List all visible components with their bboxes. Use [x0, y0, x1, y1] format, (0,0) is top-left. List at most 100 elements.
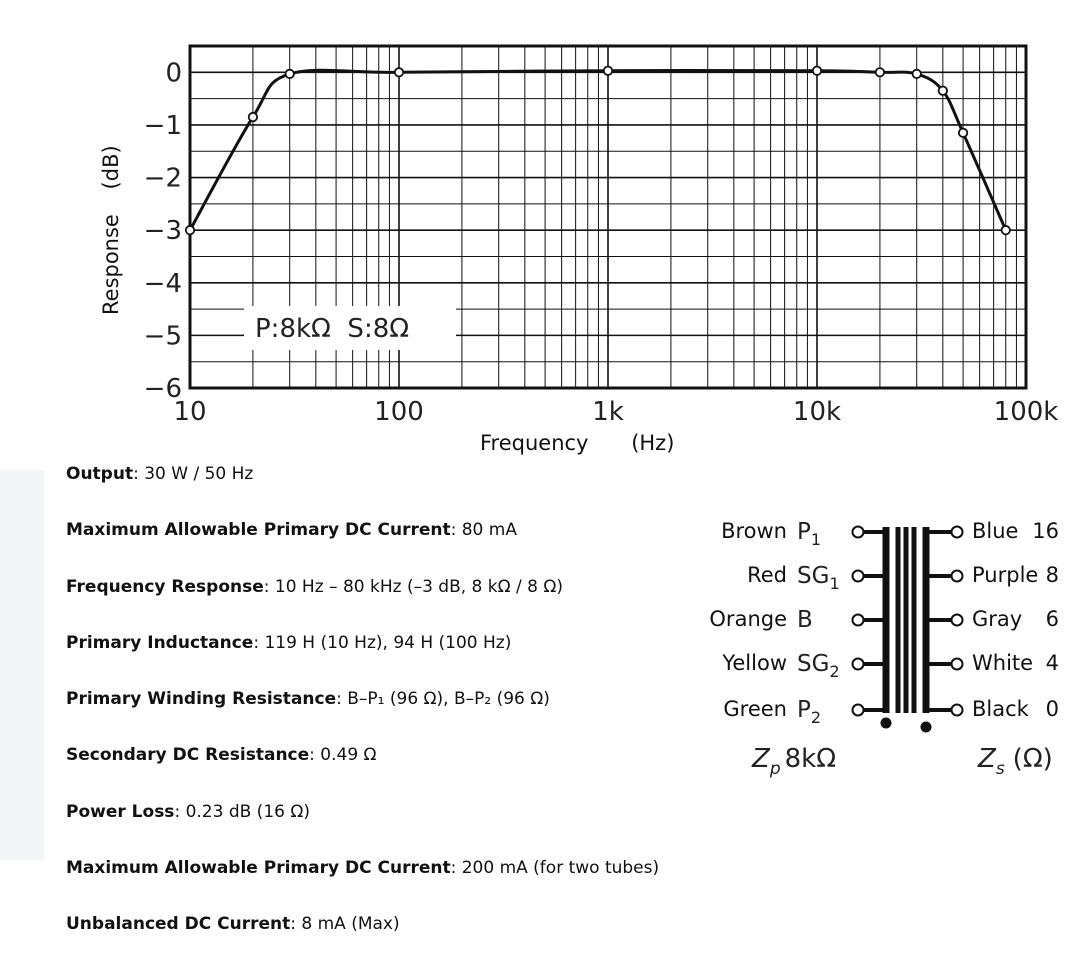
data-point — [284, 68, 295, 79]
spec-value: : B–P₁ (96 Ω), B–P₂ (96 Ω) — [336, 689, 550, 710]
spec-label: Unbalanced DC Current — [66, 914, 291, 935]
pin-name: SG — [797, 563, 829, 589]
primary-pin-label: B — [797, 607, 813, 633]
x-axis-title: Frequency — [480, 431, 589, 455]
x-tick-label: 100k — [994, 397, 1059, 427]
primary-terminal — [851, 657, 865, 671]
polarity-dot — [920, 721, 932, 733]
x-tick-label: 1k — [592, 397, 624, 427]
y-tick-label: −3 — [144, 216, 182, 246]
data-point — [911, 68, 922, 79]
secondary-wire-color: Purple — [972, 563, 1038, 587]
response-curve — [188, 68, 1008, 231]
frequency-response-chart: P:8kΩ S:8Ω 0−1−2−3−4−5−6 10 100 1k 10k 100k … — [99, 44, 1058, 455]
primary-pin-label: SG2 — [797, 651, 840, 681]
primary-wire-color: Green — [723, 697, 787, 721]
spec-item: Primary Winding Resistance: B–P₁ (96 Ω),… — [66, 687, 659, 743]
pin-subscript: 2 — [811, 708, 821, 727]
zs-symbol: Z — [977, 744, 997, 774]
secondary-terminal — [950, 525, 964, 539]
secondary-wire-color: White — [972, 651, 1033, 675]
primary-wire-color: Orange — [709, 607, 787, 631]
y-axis-title: Response — [99, 214, 123, 315]
y-tick-label: −1 — [144, 111, 182, 141]
secondary-terminal — [950, 613, 964, 627]
data-point — [811, 65, 823, 76]
zp-value: 8kΩ — [785, 744, 836, 774]
spec-label: Maximum Allowable Primary DC Current — [66, 520, 451, 541]
spec-label: Primary Winding Resistance — [66, 689, 337, 710]
spec-label: Maximum Allowable Primary DC Current — [66, 858, 451, 879]
x-axis-label: Frequency (Hz) — [480, 431, 674, 455]
zs-value: (Ω) — [1013, 744, 1053, 774]
spec-list: Output: 30 W / 50 Hz Maximum Allowable P… — [66, 462, 659, 969]
impedance-annotation: P:8kΩ S:8Ω — [255, 314, 409, 344]
secondary-leads: Blue 16 Purple 8 Gray 6 White 4 Black 0 — [926, 519, 1059, 721]
spec-value: : 80 mA — [450, 520, 517, 541]
y-tick-label: −2 — [144, 164, 182, 194]
secondary-wire-color: Gray — [972, 607, 1022, 631]
y-tick-label: −4 — [144, 269, 182, 299]
response-curve-group — [184, 65, 1011, 236]
primary-pin-label: P1 — [797, 519, 821, 549]
spec-item: Primary Inductance: 119 H (10 Hz), 94 H … — [66, 631, 659, 687]
pin-subscript: 1 — [811, 530, 821, 549]
spec-value: : 0.49 Ω — [309, 745, 377, 766]
y-tick-label: 0 — [165, 58, 182, 88]
x-tick-label: 10k — [793, 397, 841, 427]
x-tick-labels: 10 100 1k 10k 100k — [173, 397, 1058, 427]
spec-item: Unbalanced DC Current: 8 mA (Max) — [66, 912, 659, 968]
left-margin-bar — [0, 470, 44, 860]
spec-label: Output — [66, 464, 134, 484]
secondary-wire-color: Black — [972, 697, 1030, 721]
data-point — [957, 127, 969, 138]
spec-item: Secondary DC Resistance: 0.49 Ω — [66, 743, 659, 799]
zp-symbol: Z — [751, 744, 771, 774]
data-point — [393, 67, 405, 78]
y-tick-label: −6 — [144, 374, 182, 404]
data-point — [184, 225, 196, 236]
spec-label: Frequency Response — [66, 576, 264, 597]
zp-subscript: p — [769, 759, 781, 779]
spec-value: : 119 H (10 Hz), 94 H (100 Hz) — [253, 632, 512, 653]
secondary-wire-color: Blue — [972, 519, 1018, 543]
spec-item: Output: 30 W / 50 Hz — [66, 462, 659, 518]
spec-value: : 8 mA (Max) — [290, 914, 400, 935]
primary-terminal — [851, 703, 865, 717]
secondary-terminal — [950, 569, 964, 583]
secondary-impedance: Zs (Ω) — [977, 744, 1053, 779]
spec-item: Maximum Allowable Primary DC Current: 80… — [66, 518, 659, 574]
pin-name: B — [797, 607, 813, 633]
secondary-terminal — [950, 657, 964, 671]
data-point — [874, 67, 886, 78]
zs-subscript: s — [996, 759, 1005, 779]
data-point — [937, 85, 948, 96]
primary-terminal — [851, 525, 865, 539]
spec-label: Power Loss — [66, 801, 175, 822]
x-tick-label: 10 — [173, 397, 206, 427]
secondary-tap-value: 16 — [1032, 519, 1059, 543]
primary-pin-label: SG1 — [797, 563, 840, 593]
y-tick-label: −5 — [144, 321, 182, 351]
secondary-tap-value: 8 — [1046, 563, 1059, 587]
primary-terminal — [851, 613, 865, 627]
spec-item: Frequency Response: 10 Hz – 80 kHz (–3 d… — [66, 575, 659, 631]
y-tick-labels: 0 −1 −2 −3 −4 −5 −6 — [144, 58, 182, 404]
pin-subscript: 1 — [829, 574, 839, 593]
spec-value: : 30 W / 50 Hz — [133, 464, 254, 484]
y-axis-unit: (dB) — [99, 145, 123, 189]
data-point — [1000, 225, 1011, 236]
spec-value: : 10 Hz – 80 kHz (–3 dB, 8 kΩ / 8 Ω) — [263, 576, 563, 597]
pin-name: P — [797, 697, 811, 723]
transformer-core — [880, 527, 932, 733]
secondary-terminal — [950, 703, 964, 717]
primary-impedance: Zp 8kΩ — [751, 744, 836, 779]
spec-value: : 0.23 dB (16 Ω) — [174, 801, 310, 822]
data-point — [602, 65, 614, 76]
primary-wire-color: Red — [747, 563, 787, 587]
primary-terminal — [851, 569, 865, 583]
pin-name: SG — [797, 651, 829, 677]
primary-pin-label: P2 — [797, 697, 821, 727]
